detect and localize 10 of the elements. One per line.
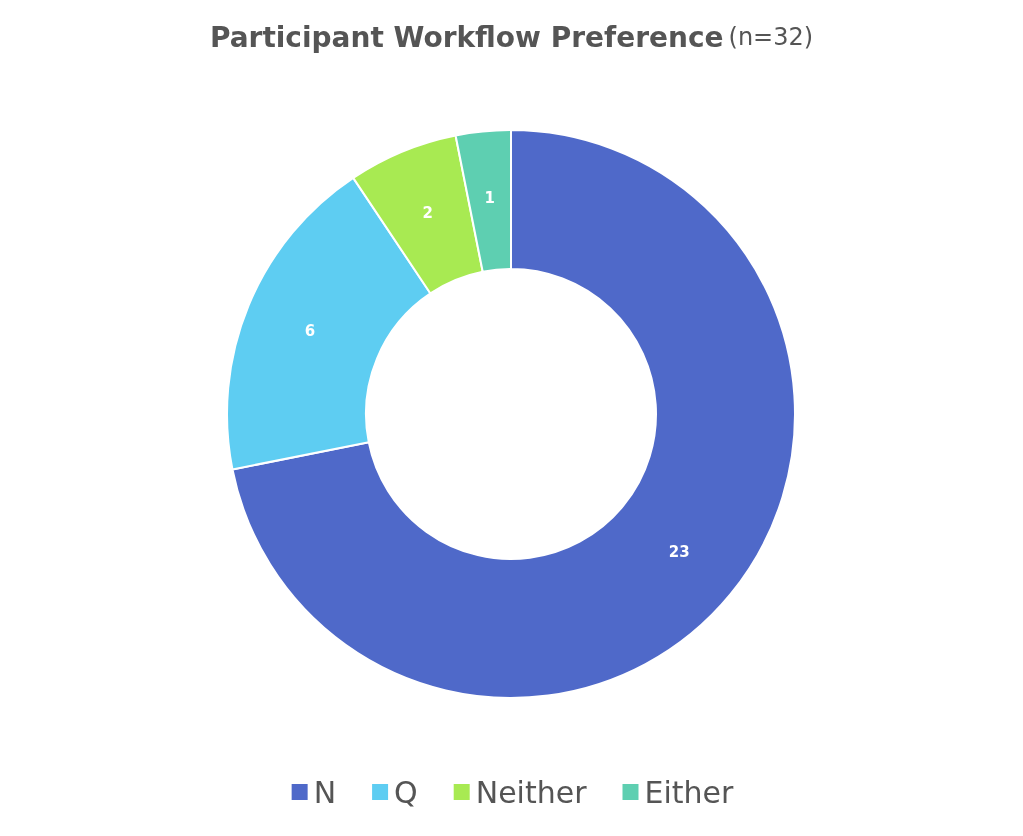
chart-title: Participant Workflow Preference (209, 20, 724, 54)
legend-label: Q (394, 774, 418, 810)
legend-label: Neither (475, 774, 588, 810)
legend-label: N (313, 774, 337, 810)
data-label: 1 (484, 188, 495, 207)
chart-subtitle: (n=32) (728, 23, 814, 51)
data-label: 6 (304, 321, 316, 340)
legend-label: Either (644, 774, 735, 810)
data-label: 23 (668, 542, 690, 561)
data-label: 2 (422, 204, 433, 223)
